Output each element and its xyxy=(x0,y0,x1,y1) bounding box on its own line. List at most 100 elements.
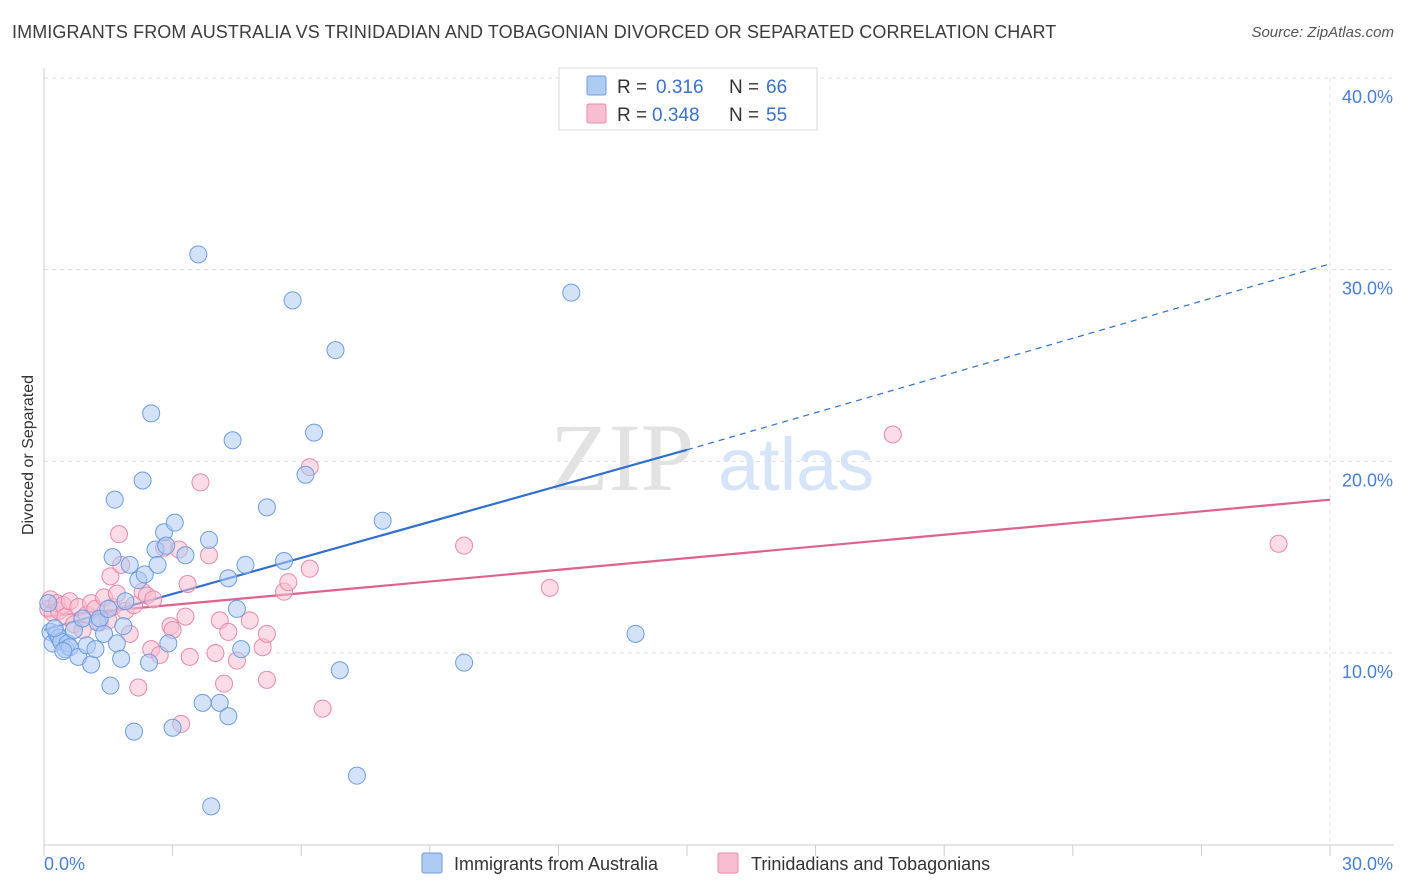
point-australia-19 xyxy=(101,676,120,695)
point-trinidadians-41 xyxy=(206,644,225,662)
legend-r-label-2: R = xyxy=(617,105,647,126)
point-australia-34 xyxy=(148,555,167,574)
point-australia-40 xyxy=(176,546,195,565)
chart-title: IMMIGRANTS FROM AUSTRALIA VS TRINIDADIAN… xyxy=(12,22,1057,42)
point-australia-23 xyxy=(112,649,131,668)
legend-r-value-2: 0.348 xyxy=(652,105,700,126)
point-trinidadians-46 xyxy=(240,611,259,630)
series-trinidadians-points xyxy=(39,425,1288,733)
watermark: ZIP atlas xyxy=(550,404,874,511)
watermark-atlas: atlas xyxy=(718,423,874,506)
point-australia-39 xyxy=(165,513,184,532)
point-australia-13 xyxy=(82,655,101,674)
series-australia-points xyxy=(39,245,645,816)
point-australia-20 xyxy=(103,548,122,567)
point-australia-47 xyxy=(219,569,238,588)
x-tick-label-1: 30.0% xyxy=(1342,854,1393,874)
point-australia-26 xyxy=(120,555,139,574)
legend-n-label-1: N = xyxy=(729,77,759,98)
point-trinidadians-38 xyxy=(180,647,199,666)
legend-swatch-blue xyxy=(586,75,607,96)
point-australia-50 xyxy=(232,640,251,659)
point-australia-54 xyxy=(283,291,302,310)
bottom-legend-swatch-pink xyxy=(717,852,739,874)
legend-r-value-1: 0.316 xyxy=(656,77,704,98)
point-australia-36 xyxy=(157,536,176,555)
point-australia-56 xyxy=(305,423,324,442)
point-australia-18 xyxy=(99,599,118,618)
point-australia-64 xyxy=(45,619,64,638)
point-australia-44 xyxy=(202,797,221,816)
bottom-legend-label-australia: Immigrants from Australia xyxy=(454,854,659,874)
point-trinidadians-39 xyxy=(191,473,210,492)
point-trinidadians-54 xyxy=(313,699,332,718)
point-australia-51 xyxy=(236,555,255,574)
point-trinidadians-58 xyxy=(1269,534,1288,553)
y-tick-label-1: 20.0% xyxy=(1342,470,1393,490)
stats-legend: R = 0.316 N = 66 R = 0.348 N = 55 xyxy=(558,67,818,131)
point-trinidadians-52 xyxy=(300,559,319,578)
y-axis-label: Divorced or Separated xyxy=(20,375,37,535)
point-trinidadians-37 xyxy=(178,575,197,593)
point-trinidadians-57 xyxy=(883,425,902,444)
point-australia-24 xyxy=(114,617,133,636)
point-trinidadians-49 xyxy=(257,670,276,689)
legend-n-value-2: 55 xyxy=(766,105,787,126)
point-australia-48 xyxy=(223,431,242,450)
point-australia-0 xyxy=(39,594,58,613)
legend-n-label-2: N = xyxy=(729,105,759,126)
point-trinidadians-51 xyxy=(279,573,298,592)
point-australia-42 xyxy=(193,693,212,712)
point-australia-43 xyxy=(200,530,219,549)
point-australia-21 xyxy=(105,490,124,509)
series-legend: Immigrants from Australia Trinidadians a… xyxy=(421,852,990,874)
point-australia-53 xyxy=(275,552,294,570)
point-australia-63 xyxy=(626,624,645,643)
point-australia-61 xyxy=(455,653,474,672)
point-trinidadians-29 xyxy=(144,590,163,609)
point-australia-60 xyxy=(373,511,392,530)
point-trinidadians-44 xyxy=(219,622,238,641)
y-tick-label-3: 40.0% xyxy=(1342,87,1393,107)
source-credit: Source: ZipAtlas.com xyxy=(1251,24,1394,41)
y-tick-label-2: 30.0% xyxy=(1342,279,1393,299)
point-australia-32 xyxy=(142,404,161,423)
point-australia-37 xyxy=(159,634,178,653)
legend-n-value-1: 66 xyxy=(766,77,787,98)
point-trinidadians-48 xyxy=(257,624,276,643)
point-australia-11 xyxy=(73,609,92,628)
point-australia-30 xyxy=(135,565,154,584)
point-australia-46 xyxy=(219,707,238,726)
watermark-zip: ZIP xyxy=(550,404,694,511)
point-australia-49 xyxy=(227,599,246,618)
x-tick-label-0: 0.0% xyxy=(44,854,85,874)
legend-r-label-1: R = xyxy=(617,77,647,98)
point-australia-31 xyxy=(140,653,159,672)
point-australia-22 xyxy=(107,634,126,653)
point-australia-27 xyxy=(125,722,144,741)
legend-swatch-pink xyxy=(586,103,607,124)
y-tick-label-0: 10.0% xyxy=(1342,662,1393,682)
point-australia-17 xyxy=(95,624,114,643)
point-australia-29 xyxy=(133,471,152,490)
bottom-legend-label-trinidadians: Trinidadians and Tobagonians xyxy=(751,854,990,874)
point-australia-55 xyxy=(296,465,315,484)
point-trinidadians-55 xyxy=(455,536,474,555)
point-trinidadians-56 xyxy=(540,578,559,597)
axis-labels: 10.0% 20.0% 30.0% 40.0% 0.0% 30.0% xyxy=(44,87,1393,874)
point-trinidadians-25 xyxy=(129,678,148,697)
point-australia-52 xyxy=(257,498,276,517)
point-australia-41 xyxy=(189,245,208,264)
point-australia-57 xyxy=(326,341,345,360)
point-australia-65 xyxy=(54,642,73,661)
point-australia-45 xyxy=(210,693,229,712)
point-australia-14 xyxy=(86,640,105,659)
point-trinidadians-40 xyxy=(200,546,219,565)
point-australia-62 xyxy=(562,283,581,302)
trend-line-australia-extension xyxy=(686,263,1331,451)
point-trinidadians-36 xyxy=(176,607,195,626)
point-australia-59 xyxy=(347,766,366,785)
point-trinidadians-43 xyxy=(215,674,234,693)
point-australia-25 xyxy=(116,592,135,611)
